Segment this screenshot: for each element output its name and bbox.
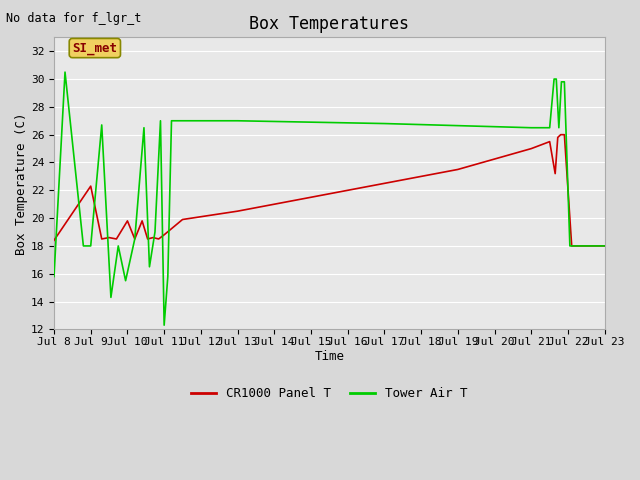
Text: SI_met: SI_met [72, 42, 117, 55]
X-axis label: Time: Time [314, 350, 344, 363]
Title: Box Temperatures: Box Temperatures [250, 15, 410, 33]
Legend: CR1000 Panel T, Tower Air T: CR1000 Panel T, Tower Air T [186, 382, 472, 405]
Y-axis label: Box Temperature (C): Box Temperature (C) [15, 112, 28, 254]
Text: No data for f_lgr_t: No data for f_lgr_t [6, 12, 142, 25]
